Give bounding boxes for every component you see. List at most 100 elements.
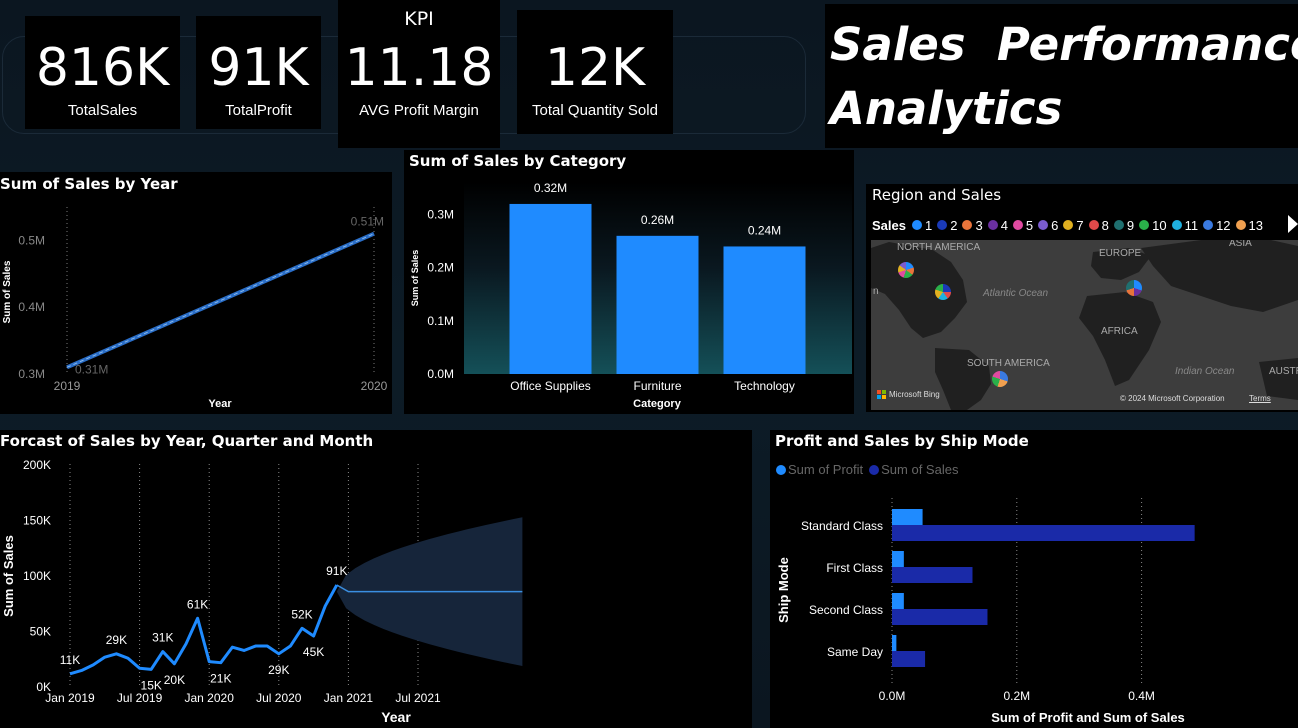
ship-mode-legend: Sum of Profit Sum of Sales: [776, 462, 958, 477]
bing-logo: Microsoft Bing: [877, 390, 940, 399]
map-label-australia: AUSTRA: [1269, 366, 1298, 377]
kpi-label: TotalProfit: [225, 102, 292, 119]
kpi-label: AVG Profit Margin: [359, 102, 479, 119]
chart-title: Forcast of Sales by Year, Quarter and Mo…: [0, 432, 374, 450]
map-canvas[interactable]: NORTH AMERICA EUROPE ASIA Atlantic Ocean…: [871, 240, 1298, 410]
y-tick-label: Standard Class: [801, 519, 883, 533]
legend-item-label: 5: [1025, 217, 1034, 233]
pie-marker[interactable]: [898, 262, 914, 278]
data-label: 29K: [268, 663, 289, 677]
data-label: 0.32M: [534, 181, 567, 195]
bar[interactable]: [892, 609, 988, 625]
map-legend-item: 11: [1171, 217, 1199, 233]
map-legend-items: 1 2 3 4 5 6 7 8 9 10 11 12 13: [911, 217, 1268, 233]
map-label-south-america: SOUTH AMERICA: [967, 358, 1050, 369]
map-title: Region and Sales: [872, 186, 1002, 204]
legend-item-label: 2: [950, 217, 958, 233]
bar[interactable]: [892, 567, 973, 583]
y-tick-label: 0.5M: [18, 233, 45, 247]
legend-profit-dot: [776, 464, 786, 475]
x-tick-label: Office Supplies: [510, 379, 591, 393]
x-tick-label: Jan 2019: [45, 691, 95, 705]
map-label-indian-ocean: Indian Ocean: [1175, 366, 1235, 377]
forecast-chart: 0K 50K 100K 150K 200K Jan 2019 Jul 2019 Jan 202…: [1, 458, 523, 725]
sales-by-year-panel: Sum of Sales by Year 2019 2020 0.3M 0.4M 0.5…: [0, 172, 392, 414]
map-label-atlantic: Atlantic Ocean: [983, 288, 1049, 299]
kpi-card-total-sales: 816K TotalSales: [25, 16, 180, 129]
y-axis-label: Ship Mode: [776, 557, 791, 623]
series-line: [66, 231, 375, 370]
legend-item-label: 12: [1216, 217, 1231, 233]
y-tick-label: 0.2M: [427, 261, 454, 275]
legend-dot: [987, 220, 998, 230]
data-label: 52K: [291, 607, 312, 621]
map-label-north-america: NORTH AMERICA: [897, 242, 981, 253]
legend-item-label: 7: [1076, 217, 1084, 233]
bar[interactable]: [723, 246, 806, 374]
x-tick-label: 0.0M: [879, 689, 906, 703]
y-axis-label: Sum of Sales: [1, 535, 16, 617]
data-label: 45K: [303, 645, 324, 659]
x-tick-label: Technology: [734, 379, 795, 393]
y-tick-label: 150K: [23, 514, 51, 528]
map-legend-item: 12: [1203, 217, 1231, 233]
pie-marker[interactable]: [1126, 280, 1142, 296]
bar[interactable]: [616, 235, 699, 374]
data-label: 0.51M: [351, 215, 384, 229]
legend-item-label: 3: [975, 217, 983, 233]
map-label-asia: ASIA: [1229, 240, 1252, 249]
legend-next-arrow[interactable]: [1288, 215, 1298, 233]
x-tick-label: Jan 2020: [185, 691, 235, 705]
x-axis-label: Category: [633, 398, 682, 410]
map-legend-item: 4: [987, 218, 1008, 233]
legend-dot: [1203, 220, 1214, 230]
map-legend-label: Sales: [872, 217, 906, 233]
y-axis-label: Sum of Sales: [410, 250, 420, 307]
y-tick-label: Same Day: [827, 645, 883, 659]
sales-by-year-chart: 2019 2020 0.3M 0.4M 0.5M 0.31M 0.51M Sum of Sa…: [2, 207, 388, 410]
pie-marker[interactable]: [992, 371, 1008, 387]
legend-item-label: 11: [1184, 217, 1199, 233]
data-label: 91K: [326, 564, 347, 578]
map-legend: Sales 1 2 3 4 5 6 7 8 9 10 11 12 13: [872, 216, 1298, 234]
map-legend-item: 2: [937, 218, 957, 233]
map-label-europe: EUROPE: [1099, 248, 1142, 259]
data-label: 15K: [141, 678, 162, 692]
bar[interactable]: [892, 635, 897, 651]
legend-dot: [962, 220, 973, 230]
bar[interactable]: [892, 651, 926, 667]
legend-item-label: 8: [1101, 217, 1109, 233]
map-label-africa: AFRICA: [1101, 326, 1138, 337]
x-tick-label: 0.4M: [1128, 689, 1155, 703]
map-legend-item: 13: [1235, 218, 1263, 233]
y-tick-label: Second Class: [809, 603, 883, 617]
dashboard-title-panel: Sales Performance Analytics: [825, 4, 1298, 148]
y-tick-label: 0.3M: [427, 208, 454, 222]
x-tick-label: Jul 2021: [395, 691, 441, 705]
bar[interactable]: [892, 551, 904, 567]
bar[interactable]: [892, 509, 923, 525]
chart-title: Sum of Sales by Year: [0, 175, 178, 193]
y-tick-label: 0K: [36, 680, 51, 694]
dashboard-title-line-2: Analytics: [830, 82, 1063, 135]
legend-item-label: 10: [1152, 217, 1167, 233]
y-tick-label: 50K: [30, 625, 51, 639]
microsoft-logo-icon: [877, 390, 886, 399]
legend-dot: [1012, 220, 1023, 230]
bar[interactable]: [892, 593, 904, 609]
map-copyright: © 2024 Microsoft Corporation: [1120, 394, 1225, 403]
map-legend-item: 7: [1063, 217, 1084, 233]
ship-mode-panel: Profit and Sales by Ship Mode Sum of Pro…: [770, 430, 1298, 728]
region-map-panel: Region and Sales Sales 1 2 3 4 5 6 7 8 9 10 11 12 13…: [866, 184, 1298, 412]
legend-item-label: 1: [924, 217, 933, 233]
bar[interactable]: [509, 203, 592, 374]
data-label: 61K: [187, 597, 208, 611]
x-tick-label: 2019: [54, 379, 81, 393]
map-legend-item: 8: [1088, 217, 1109, 233]
pie-marker[interactable]: [935, 284, 951, 300]
map-terms-link[interactable]: Terms: [1249, 394, 1271, 403]
data-label: 0.24M: [748, 223, 781, 237]
chart-title: Profit and Sales by Ship Mode: [775, 432, 1029, 450]
map-legend-item: 6: [1038, 218, 1058, 233]
bar[interactable]: [892, 525, 1195, 541]
